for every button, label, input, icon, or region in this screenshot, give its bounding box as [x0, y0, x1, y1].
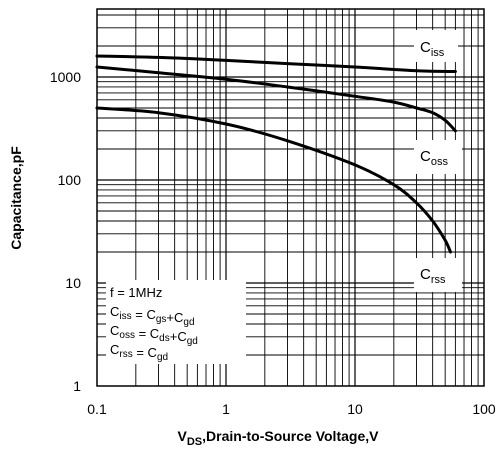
x-axis-label-sub: DS [187, 436, 202, 448]
y-tick-label: 10 [65, 275, 81, 291]
annotation-line: f = 1MHz [110, 285, 162, 300]
x-axis-label: VDS,Drain-to-Source Voltage,V [178, 428, 380, 448]
annotation-line: Ciss = Cgs+Cgd [110, 304, 195, 328]
label-background-crss [414, 258, 462, 292]
x-axis-label-main: V [178, 428, 188, 444]
series-label-sub: iss [431, 47, 445, 59]
annotation-subscript: gd [157, 352, 168, 363]
annotation-text: = C [132, 307, 156, 322]
x-tick-label: 1 [222, 401, 230, 417]
annotation-text: C [110, 304, 119, 319]
y-tick-label: 1000 [50, 69, 81, 85]
grid [97, 9, 484, 386]
series-label-rss: Crss [420, 266, 446, 286]
x-tick-label: 100 [472, 401, 496, 417]
annotation-subscript: gs [156, 314, 167, 325]
annotation-subscript: rss [119, 349, 132, 360]
curve-iss [95, 54, 457, 73]
annotation-text: f = 1MHz [110, 285, 162, 300]
curve-oss [95, 65, 457, 133]
annotation-text: +C [170, 329, 187, 344]
x-axis-label-rest: ,Drain-to-Source Voltage,V [202, 428, 379, 444]
annotation-text: +C [166, 310, 183, 325]
series-label-main: C [420, 148, 431, 165]
annotation-subscript: oss [119, 330, 135, 341]
annotation-subscript: gd [187, 336, 198, 347]
series-label-iss: Ciss [420, 39, 445, 59]
tick-labels: 0.1 1 10 100 1 10 100 1000 [50, 69, 496, 417]
annotation-text: = C [133, 345, 157, 360]
annotation-line: Crss = Cgd [110, 342, 168, 363]
plot-border [96, 8, 485, 387]
series-label-main: C [420, 266, 431, 283]
series-label-sub: oss [431, 156, 449, 168]
label-background-coss [414, 140, 462, 174]
curve-rss [95, 106, 452, 254]
series-label-oss: Coss [420, 148, 448, 168]
annotation-text: C [110, 342, 119, 357]
curves [95, 54, 457, 254]
y-tick-label: 1 [73, 378, 81, 394]
annotation-text: = C [135, 326, 159, 341]
y-axis-label: Capacitance,pF [8, 146, 24, 250]
annotation-background [106, 30, 462, 364]
series-label-sub: rss [431, 274, 446, 286]
annotation-subscript: iss [119, 311, 131, 322]
annotation-subscript: gd [183, 317, 194, 328]
x-tick-label: 10 [347, 401, 363, 417]
annotation-box [106, 280, 246, 364]
annotation-subscript: ds [159, 333, 170, 344]
plot-frame [96, 8, 485, 387]
label-background-ciss [414, 30, 458, 62]
y-tick-label: 100 [58, 172, 82, 188]
annotation-line: Coss = Cds+Cgd [110, 323, 198, 347]
annotation-text: C [110, 323, 119, 338]
x-tick-label: 0.1 [87, 401, 107, 417]
series-label-main: C [420, 39, 431, 56]
